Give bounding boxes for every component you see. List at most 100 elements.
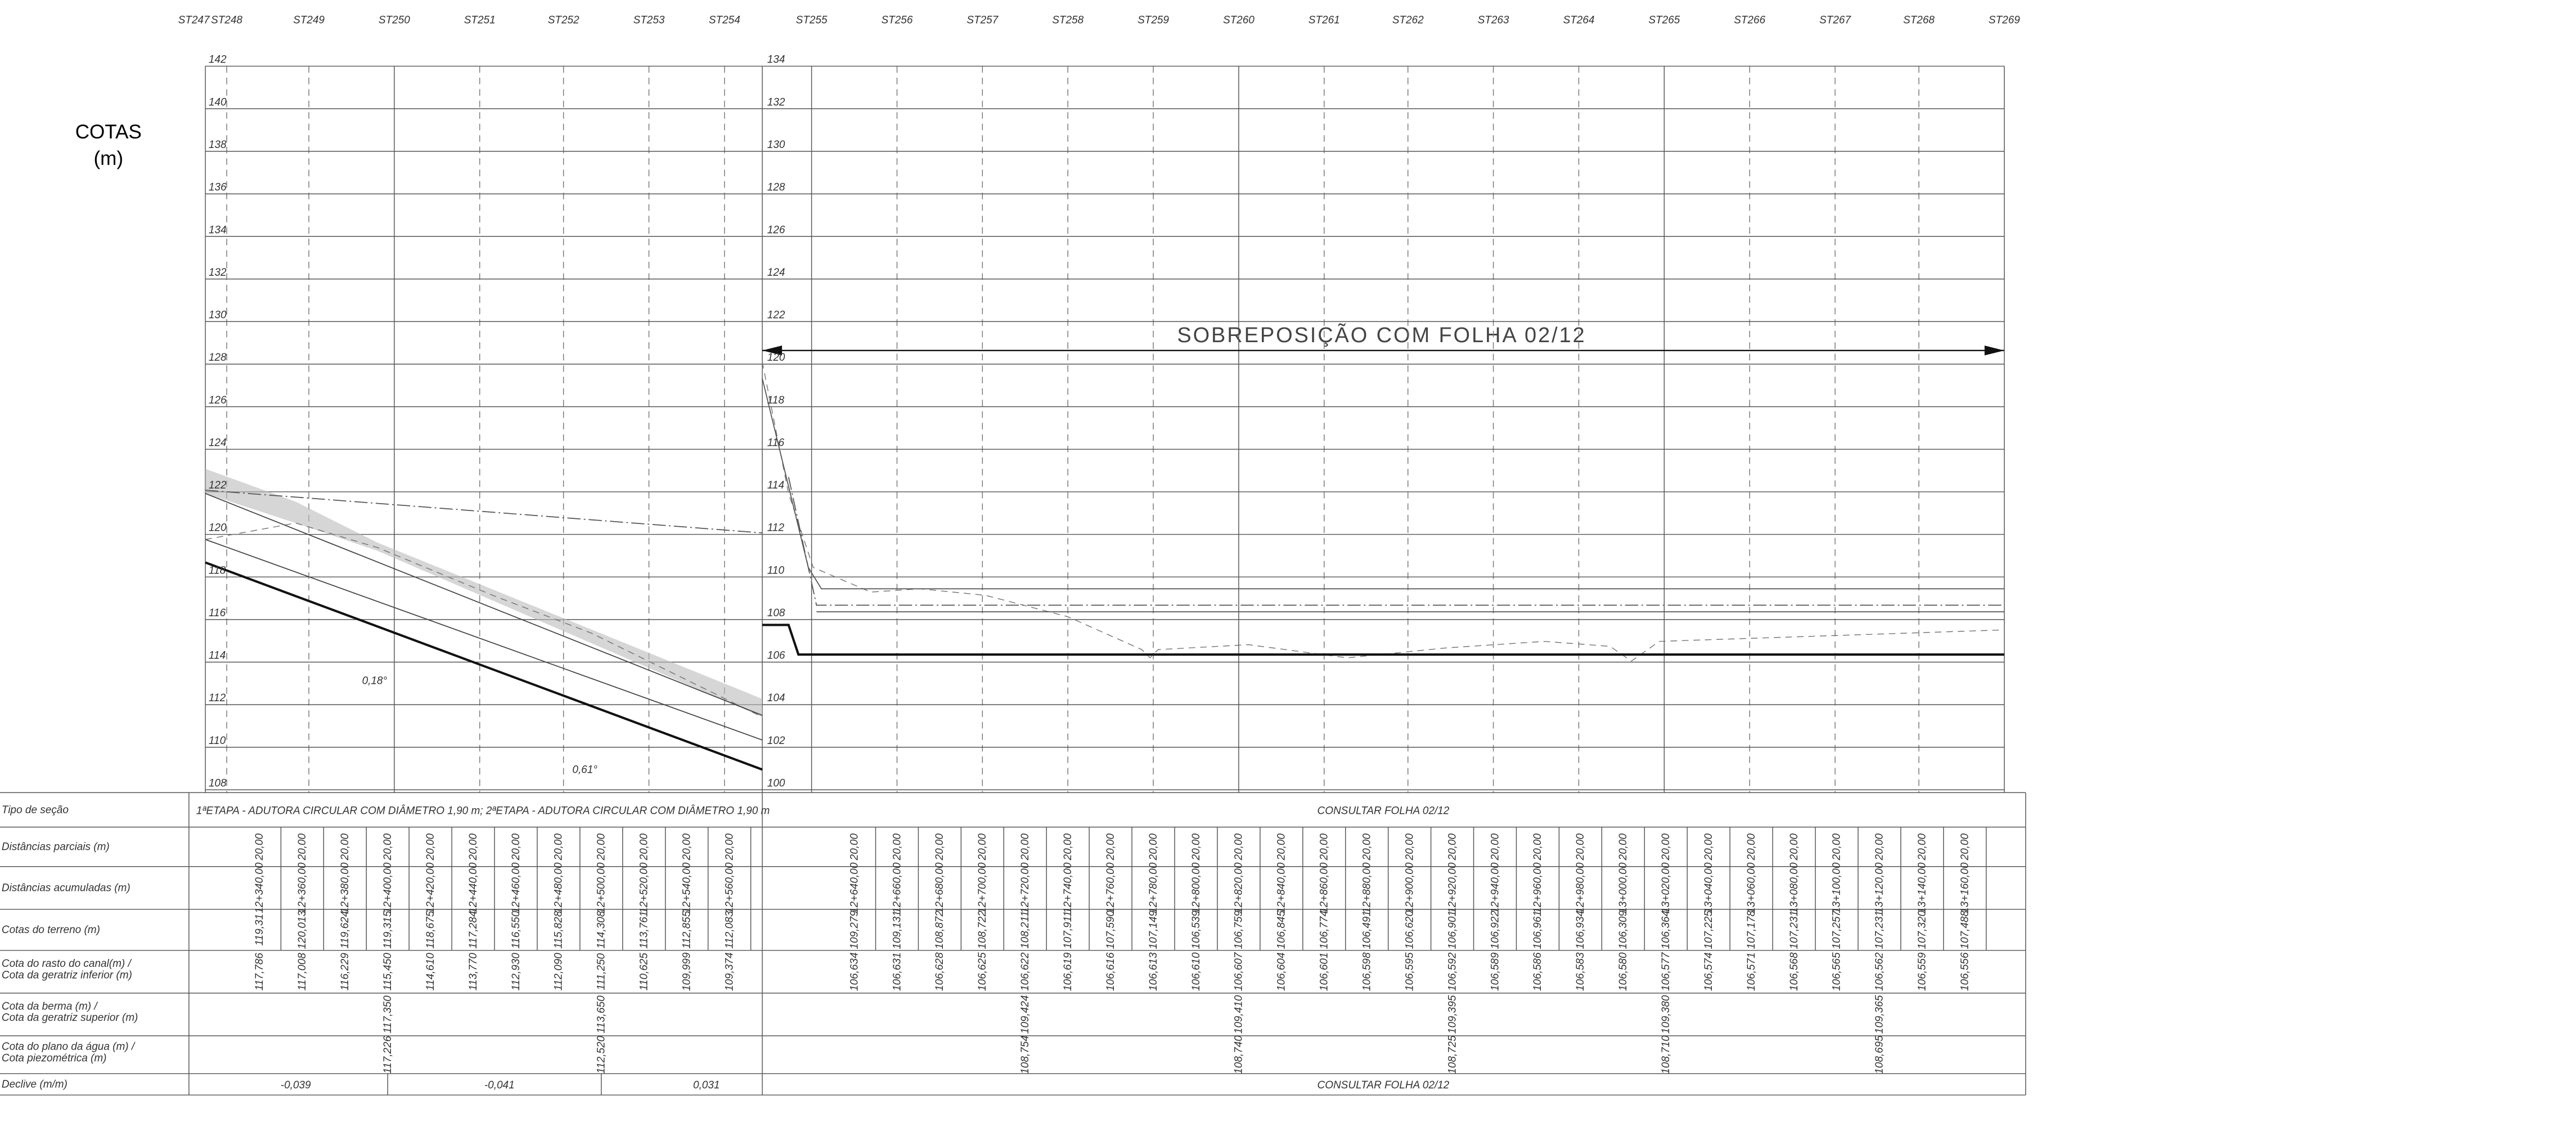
accum-value: 12+420,00 xyxy=(425,862,437,913)
slope-note: 0,18° xyxy=(362,675,388,687)
agua-value: 108,710 xyxy=(1660,1035,1672,1074)
terreno-value: 107,320 xyxy=(1917,910,1928,949)
canal-value: 106,631 xyxy=(891,952,903,991)
terreno-value: 106,491 xyxy=(1361,911,1373,949)
terreno-value: 108,722 xyxy=(977,910,988,949)
accum-value: 12+520,00 xyxy=(639,862,650,913)
terreno-value: 107,231 xyxy=(1788,911,1800,949)
left-axis-label: 124 xyxy=(209,437,227,449)
terreno-value: 106,759 xyxy=(1233,910,1245,949)
canal-value: 106,625 xyxy=(977,952,988,991)
agua-value: 108,740 xyxy=(1233,1035,1245,1074)
station-label: ST247 xyxy=(178,15,210,26)
cotas-label: COTAS xyxy=(75,121,142,143)
terreno-value: 106,901 xyxy=(1446,911,1458,949)
parcial-value: 20,00 xyxy=(339,833,351,861)
parcial-value: 20,00 xyxy=(1105,833,1117,861)
accum-value: 12+900,00 xyxy=(1404,862,1415,913)
terreno-value: 107,149 xyxy=(1148,910,1159,949)
terreno-value: 117,284 xyxy=(467,911,479,949)
row-label: Distâncias acumuladas (m) xyxy=(2,882,131,894)
canal-value: 106,619 xyxy=(1062,952,1074,991)
parcial-value: 20,00 xyxy=(891,833,903,861)
right-axis-label: 122 xyxy=(767,310,785,321)
terreno-value: 108,872 xyxy=(934,910,946,949)
declive: -0,039 xyxy=(281,1079,311,1091)
right-axis-label: 128 xyxy=(767,182,785,194)
canal-value: 116,229 xyxy=(339,953,351,991)
right-axis-label: 130 xyxy=(767,139,785,151)
terreno-value: 106,922 xyxy=(1489,910,1501,949)
accum-value: 12+800,00 xyxy=(1190,862,1202,913)
canal-value: 106,598 xyxy=(1361,952,1373,991)
canal-line xyxy=(762,624,2004,656)
canal-value: 109,999 xyxy=(681,952,693,991)
profile-right xyxy=(762,346,2004,662)
terreno-value: 107,590 xyxy=(1105,910,1117,949)
parcial-value: 20,00 xyxy=(1276,833,1288,861)
canal-value: 106,571 xyxy=(1746,952,1757,991)
accum-value: 12+940,00 xyxy=(1489,862,1501,913)
accum-value: 12+380,00 xyxy=(339,862,351,913)
row-label: Cotas do terreno (m) xyxy=(2,924,100,936)
row-label: Tipo de seção xyxy=(2,804,69,816)
parcial-value: 20,00 xyxy=(848,833,860,861)
canal-value: 117,786 xyxy=(254,953,266,991)
slope-note: 0,61° xyxy=(572,764,597,776)
agua-value: 108,754 xyxy=(1019,1036,1031,1074)
terreno-value: 115,828 xyxy=(553,911,565,949)
canal-value: 106,589 xyxy=(1489,952,1501,991)
agua-value: 108,725 xyxy=(1446,1035,1458,1074)
right-axis-label: 104 xyxy=(767,692,785,704)
terreno-value: 120,013 xyxy=(296,910,308,949)
left-axis-label: 136 xyxy=(209,182,227,194)
canal-value: 106,559 xyxy=(1917,952,1928,991)
canal-value: 117,008 xyxy=(296,953,308,991)
parcial-value: 20,00 xyxy=(1831,833,1843,861)
accum-value: 13+160,00 xyxy=(1959,862,1971,913)
canal-value: 106,595 xyxy=(1404,952,1415,991)
station-label: ST261 xyxy=(1309,15,1340,26)
canal-value: 111,250 xyxy=(596,953,608,990)
accum-value: 12+700,00 xyxy=(977,862,988,913)
station-label: ST254 xyxy=(709,15,740,26)
left-axis-label: 110 xyxy=(209,735,226,747)
parcial-value: 20,00 xyxy=(1788,833,1800,861)
canal-value: 106,601 xyxy=(1319,952,1330,991)
right-axis-label: 134 xyxy=(767,54,785,66)
canal-value: 106,592 xyxy=(1446,952,1458,991)
accum-value: 12+980,00 xyxy=(1575,862,1586,913)
parcial-value: 20,00 xyxy=(254,833,266,861)
canal-value: 106,613 xyxy=(1148,952,1159,991)
terreno-value: 106,774 xyxy=(1319,911,1330,949)
canal-value: 106,610 xyxy=(1190,952,1202,991)
terreno-value: 112,083 xyxy=(723,911,735,949)
parcial-value: 20,00 xyxy=(1660,833,1672,861)
accum-value: 12+880,00 xyxy=(1361,862,1373,913)
berma-value: 109,365 xyxy=(1874,995,1886,1034)
terreno-value: 106,364 xyxy=(1660,911,1672,949)
terreno-value: 112,855 xyxy=(681,911,693,949)
canal-value: 106,607 xyxy=(1233,952,1245,991)
terreno-value: 107,911 xyxy=(1062,911,1074,949)
terreno-value: 116,550 xyxy=(510,911,522,949)
station-label: ST268 xyxy=(1903,15,1935,26)
terreno-value: 106,961 xyxy=(1532,911,1544,949)
right-axis-label: 124 xyxy=(767,267,785,279)
canal-value: 106,616 xyxy=(1105,952,1117,991)
parcial-value: 20,00 xyxy=(639,833,650,861)
canal-value: 106,580 xyxy=(1617,952,1629,991)
row-label: Distâncias parciais (m) xyxy=(2,841,110,853)
left-axis-label: 112 xyxy=(209,692,226,704)
water-line xyxy=(788,477,2004,606)
cotas-unit: (m) xyxy=(93,147,123,169)
arrow-head xyxy=(762,346,783,356)
accum-value: 13+140,00 xyxy=(1917,862,1928,913)
parcial-value: 20,00 xyxy=(934,833,946,861)
parcial-value: 20,00 xyxy=(1233,833,1245,861)
row-label: Cota da geratriz inferior (m) xyxy=(2,969,132,981)
row-label: Cota da geratriz superior (m) xyxy=(2,1012,138,1024)
canal-value: 106,568 xyxy=(1788,952,1800,991)
right-axis-label: 106 xyxy=(767,650,785,662)
accum-value: 12+480,00 xyxy=(553,862,565,913)
